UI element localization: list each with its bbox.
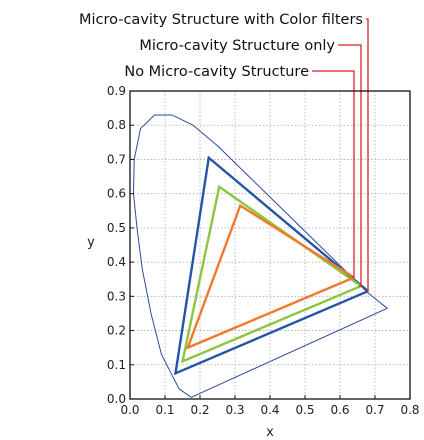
x-tick-label: 0.1	[155, 403, 174, 417]
x-tick-label: 0.5	[295, 403, 314, 417]
y-tick-label: 0.1	[107, 358, 126, 372]
leader-line	[338, 44, 362, 287]
legend-leader-lines	[312, 18, 369, 292]
y-tick-label: 0.7	[107, 152, 126, 166]
x-tick-label: 0.6	[330, 403, 349, 417]
legend: Micro-cavity Structure with Color filter…	[79, 12, 363, 80]
x-tick-label: 0.7	[365, 403, 384, 417]
y-tick-label: 0.4	[107, 255, 126, 269]
y-tick-label: 0.9	[107, 84, 126, 98]
gamut-no-cavity-line	[185, 203, 355, 350]
gamut-cavity-only-line	[180, 184, 362, 364]
y-tick-label: 0.8	[107, 118, 126, 132]
y-axis-label: y	[87, 235, 95, 250]
legend-entry-no-cavity: No Micro-cavity Structure	[124, 64, 309, 80]
spectral-locus	[132, 114, 389, 398]
gamut-triangles	[173, 155, 369, 376]
leader-line	[312, 70, 355, 279]
x-tick-label: 0.3	[225, 403, 244, 417]
x-tick-label: 0.8	[400, 403, 419, 417]
leader-line	[366, 18, 369, 292]
y-tick-label: 0.2	[107, 324, 126, 338]
x-tick-label: 0.4	[260, 403, 279, 417]
y-tick-label: 0.0	[107, 392, 126, 406]
y-tick-label: 0.3	[107, 289, 126, 303]
x-axis-ticks: 0.0 0.1 0.2 0.3 0.4 0.5 0.6 0.7 0.8	[120, 395, 420, 417]
y-tick-label: 0.6	[107, 187, 126, 201]
y-axis-ticks: 0.0 0.1 0.2 0.3 0.4 0.5 0.6 0.7 0.8 0.9	[107, 84, 134, 406]
grid-lines	[130, 91, 410, 399]
x-axis-label: x	[266, 425, 274, 440]
legend-entry-color-filters: Micro-cavity Structure with Color filter…	[79, 12, 363, 28]
y-tick-label: 0.5	[107, 221, 126, 235]
spectral-locus-line	[132, 114, 389, 398]
x-tick-label: 0.0	[120, 403, 139, 417]
x-tick-label: 0.2	[190, 403, 209, 417]
gamut-color-filters-line	[173, 155, 369, 376]
legend-entry-cavity-only: Micro-cavity Structure only	[139, 38, 335, 54]
